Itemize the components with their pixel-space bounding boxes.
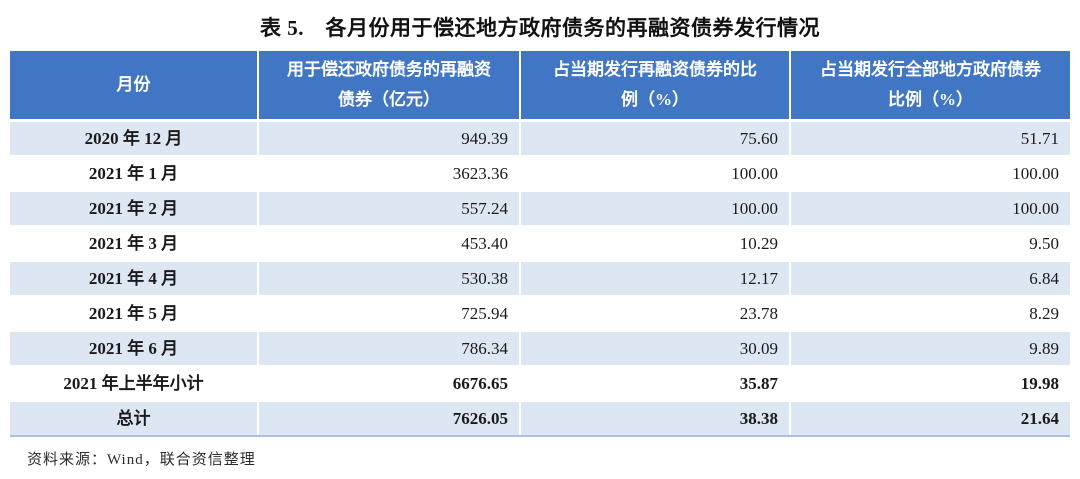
month-cell: 2021 年 1 月 [10,156,259,192]
value-cell: 9.89 [790,331,1070,367]
value-cell: 7626.05 [258,401,521,437]
table-row: 2021 年 3 月 453.40 10.29 9.50 [10,226,1070,262]
refinancing-bond-table: 月份 用于偿还政府债务的再融资 债券（亿元） 占当期发行再融资债券的比 例（%）… [10,51,1070,437]
value-cell: 30.09 [520,331,791,367]
table-row: 2021 年 5 月 725.94 23.78 8.29 [10,296,1070,332]
value-cell: 19.98 [790,366,1070,402]
header-cell-refinancing-amount: 用于偿还政府债务的再融资 债券（亿元） [258,51,521,122]
value-cell: 10.29 [520,226,791,262]
value-cell: 100.00 [790,156,1070,192]
month-cell: 2021 年 5 月 [10,296,259,332]
value-cell: 453.40 [258,226,521,262]
header-line: 用于偿还政府债务的再融资 [287,60,491,79]
header-line: 占当期发行全部地方政府债券 [820,60,1041,79]
value-cell: 75.60 [520,120,791,157]
value-cell: 35.87 [520,366,791,402]
table-header: 月份 用于偿还政府债务的再融资 债券（亿元） 占当期发行再融资债券的比 例（%）… [10,51,1070,122]
month-cell: 2021 年 6 月 [10,331,259,367]
value-cell: 9.50 [790,226,1070,262]
header-line: 例（%） [621,90,689,109]
header-line: 占当期发行再融资债券的比 [553,60,757,79]
value-cell: 725.94 [258,296,521,332]
month-cell: 2020 年 12 月 [10,120,259,157]
value-cell: 51.71 [790,120,1070,157]
header-line: 月份 [116,75,151,94]
header-line: 债券（亿元） [338,90,440,109]
table-row: 总计 7626.05 38.38 21.64 [10,401,1070,437]
month-cell: 2021 年 2 月 [10,191,259,227]
month-cell: 总计 [10,401,259,437]
month-cell: 2021 年 3 月 [10,226,259,262]
value-cell: 21.64 [790,401,1070,437]
value-cell: 557.24 [258,191,521,227]
value-cell: 949.39 [258,120,521,157]
table-row: 2020 年 12 月 949.39 75.60 51.71 [10,120,1070,157]
data-source-note: 资料来源：Wind，联合资信整理 [27,452,256,468]
value-cell: 12.17 [520,261,791,297]
table-row: 2021 年 1 月 3623.36 100.00 100.00 [10,156,1070,192]
table-row: 2021 年 6 月 786.34 30.09 9.89 [10,331,1070,367]
value-cell: 530.38 [258,261,521,297]
value-cell: 3623.36 [258,156,521,192]
table-body: 2020 年 12 月 949.39 75.60 51.71 2021 年 1 月 362… [10,120,1070,437]
month-cell: 2021 年 4 月 [10,261,259,297]
header-cell-month: 月份 [10,51,259,122]
value-cell: 8.29 [790,296,1070,332]
table-row: 2021 年 4 月 530.38 12.17 6.84 [10,261,1070,297]
value-cell: 100.00 [520,156,791,192]
header-line: 比例（%） [888,90,973,109]
table-row: 2021 年 2 月 557.24 100.00 100.00 [10,191,1070,227]
month-cell: 2021 年上半年小计 [10,366,259,402]
value-cell: 6.84 [790,261,1070,297]
value-cell: 38.38 [520,401,791,437]
table-title: 表 5. 各月份用于偿还地方政府债务的再融资债券发行情况 [260,16,820,40]
value-cell: 6676.65 [258,366,521,402]
header-cell-pct-of-refinancing: 占当期发行再融资债券的比 例（%） [520,51,791,122]
table-row: 2021 年上半年小计 6676.65 35.87 19.98 [10,366,1070,402]
value-cell: 100.00 [520,191,791,227]
header-row: 月份 用于偿还政府债务的再融资 债券（亿元） 占当期发行再融资债券的比 例（%）… [10,51,1070,122]
value-cell: 786.34 [258,331,521,367]
value-cell: 100.00 [790,191,1070,227]
header-cell-pct-of-all-bonds: 占当期发行全部地方政府债券 比例（%） [790,51,1070,122]
value-cell: 23.78 [520,296,791,332]
